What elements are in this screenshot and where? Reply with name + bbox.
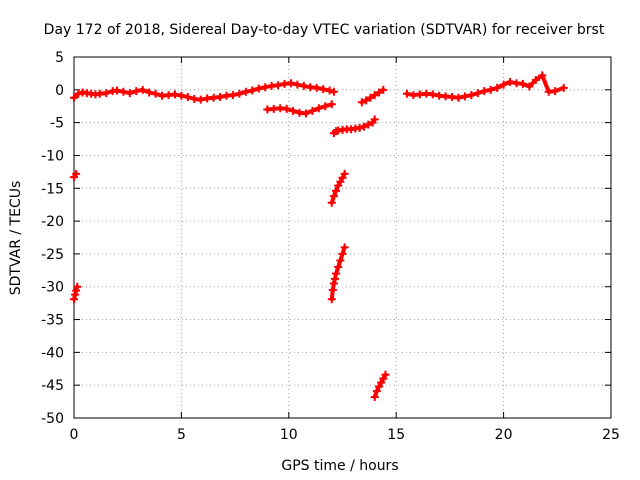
y-tick-label: 5 xyxy=(55,50,64,66)
series-main-arc-1 xyxy=(70,79,338,104)
series-arc-8 xyxy=(70,169,81,182)
x-tick-label: 15 xyxy=(387,427,405,443)
grid-layer xyxy=(74,57,611,418)
series-band xyxy=(72,171,79,180)
x-tick-label: 20 xyxy=(495,427,513,443)
series-arc-6 xyxy=(327,243,349,304)
y-tick-label: -15 xyxy=(41,181,64,197)
y-tick-label: -30 xyxy=(41,280,64,296)
series-band xyxy=(331,117,377,136)
tick-layer: 0 5 10 15 20 25 5 0 -5 -10 -15 -20 -25 -30 -35 -40 -45 -5… xyxy=(41,50,620,443)
y-tick-label: -20 xyxy=(41,214,64,230)
y-tick-label: -50 xyxy=(41,411,64,427)
x-tick-label: 25 xyxy=(602,427,620,443)
series-arc-9 xyxy=(70,282,82,304)
points-layer xyxy=(70,71,568,401)
y-tick-label: 0 xyxy=(55,83,64,99)
series-arc-5 xyxy=(327,169,349,207)
series-band xyxy=(72,81,336,102)
series-band xyxy=(329,171,347,205)
series-band xyxy=(265,102,334,116)
series-arc-10 xyxy=(402,71,568,102)
series-band xyxy=(404,73,566,100)
y-axis-title: SDTVAR / TECUs xyxy=(8,181,24,296)
x-axis-title: GPS time / hours xyxy=(281,458,398,474)
y-tick-label: -5 xyxy=(50,116,64,132)
plot-frame xyxy=(73,56,612,419)
y-tick-label: -45 xyxy=(41,378,64,394)
y-tick-label: -10 xyxy=(41,148,64,164)
series-band xyxy=(359,87,386,105)
series-arc-2 xyxy=(263,100,336,118)
x-tick-label: 5 xyxy=(177,427,186,443)
y-tick-label: -35 xyxy=(41,313,64,329)
y-tick-label: -25 xyxy=(41,247,64,263)
series-band xyxy=(372,372,388,399)
y-tick-label: -40 xyxy=(41,345,64,361)
series-arc-7 xyxy=(370,370,390,401)
series-arc-3 xyxy=(329,115,379,138)
series-band xyxy=(72,284,80,302)
x-tick-label: 0 xyxy=(70,427,79,443)
series-band xyxy=(329,245,347,302)
chart-title: Day 172 of 2018, Sidereal Day-to-day VTE… xyxy=(44,22,605,38)
series-arc-4 xyxy=(357,85,388,107)
x-tick-label: 10 xyxy=(280,427,298,443)
